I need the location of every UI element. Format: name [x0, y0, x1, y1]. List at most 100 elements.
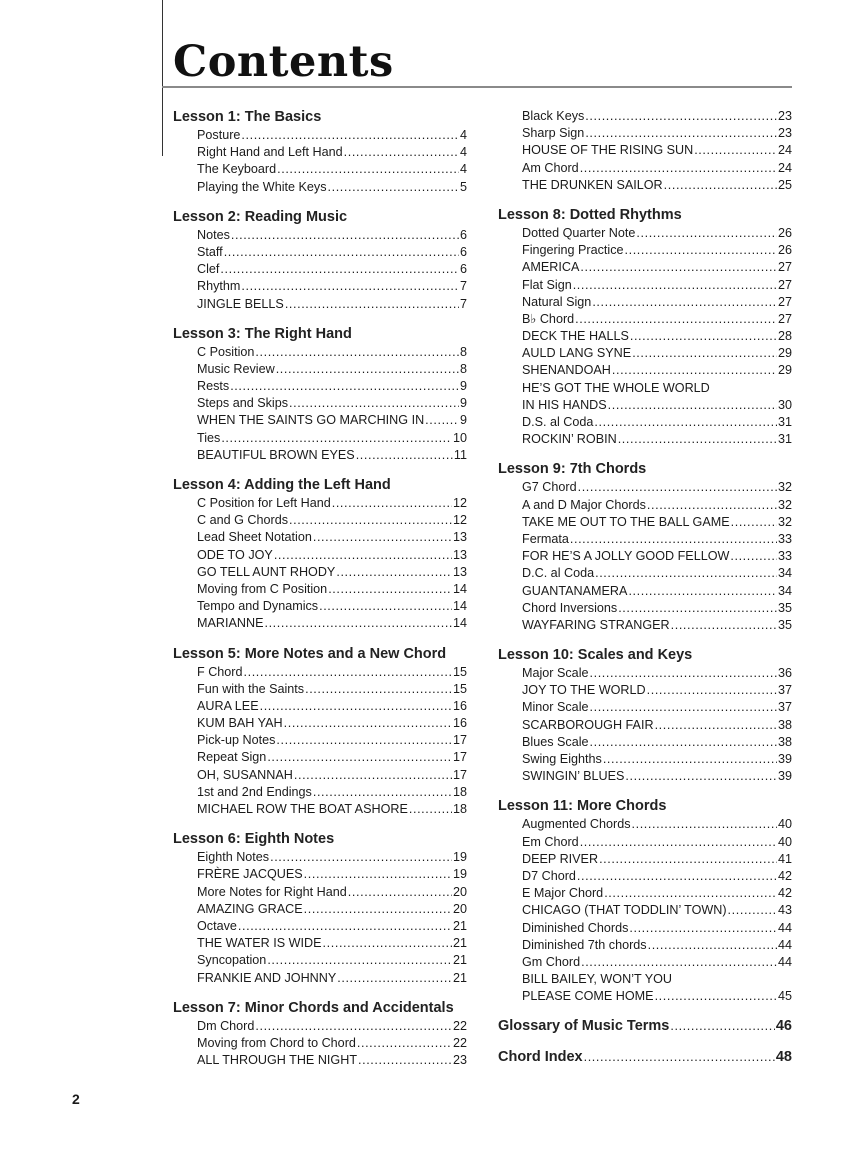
toc-entry[interactable]: Octave 21: [197, 918, 467, 935]
toc-entry[interactable]: G7 Chord 32: [522, 479, 792, 496]
toc-entry[interactable]: Black Keys 23: [522, 108, 792, 125]
toc-entry[interactable]: Notes 6: [197, 227, 467, 244]
toc-entry[interactable]: FRANKIE AND JOHNNY 21: [197, 970, 467, 987]
toc-entry[interactable]: Clef 6: [197, 261, 467, 278]
toc-entry[interactable]: Gm Chord 44: [522, 954, 792, 971]
toc-entry[interactable]: Chord Inversions 35: [522, 600, 792, 617]
toc-entry[interactable]: ROCKIN’ ROBIN 31: [522, 431, 792, 448]
toc-entry[interactable]: DEEP RIVER 41: [522, 851, 792, 868]
toc-entry[interactable]: SHENANDOAH 29: [522, 362, 792, 379]
toc-entry[interactable]: C Position 8: [197, 344, 467, 361]
toc-entry[interactable]: Augmented Chords 40: [522, 816, 792, 833]
toc-entry[interactable]: GUANTANAMERA 34: [522, 583, 792, 600]
toc-entry[interactable]: C and G Chords 12: [197, 512, 467, 529]
toc-entry[interactable]: ODE TO JOY 13: [197, 547, 467, 564]
toc-entry[interactable]: Steps and Skips 9: [197, 395, 467, 412]
toc-entry[interactable]: Am Chord 24: [522, 160, 792, 177]
dot-leader: [630, 328, 777, 345]
toc-entry[interactable]: Right Hand and Left Hand 4: [197, 144, 467, 161]
toc-entry[interactable]: MICHAEL ROW THE BOAT ASHORE 18: [197, 801, 467, 818]
toc-entry[interactable]: FRÈRE JACQUES 19: [197, 866, 467, 883]
entry-title: JINGLE BELLS: [197, 296, 284, 311]
entry-title: Dm Chord: [197, 1018, 255, 1033]
toc-entry[interactable]: AMAZING GRACE 20: [197, 901, 467, 918]
toc-entry[interactable]: Rests 9: [197, 378, 467, 395]
toc-entry[interactable]: 1st and 2nd Endings 18: [197, 784, 467, 801]
dot-leader: [632, 345, 777, 362]
entry-title: Clef: [197, 262, 220, 277]
toc-entry[interactable]: More Notes for Right Hand 20: [197, 884, 467, 901]
toc-entry[interactable]: DECK THE HALLS 28: [522, 328, 792, 345]
toc-entry[interactable]: ALL THROUGH THE NIGHT 23: [197, 1052, 467, 1069]
toc-entry[interactable]: Moving from Chord to Chord 22: [197, 1035, 467, 1052]
toc-entry[interactable]: FOR HE’S A JOLLY GOOD FELLOW 33: [522, 548, 792, 565]
toc-entry[interactable]: Tempo and Dynamics 14: [197, 598, 467, 615]
toc-entry[interactable]: B♭ Chord 27: [522, 311, 792, 328]
entry-page-number: 19: [452, 867, 467, 882]
toc-entry[interactable]: CHICAGO (THAT TODDLIN’ TOWN) 43: [522, 902, 792, 919]
toc-entry[interactable]: D.C. al Coda 34: [522, 565, 792, 582]
toc-entry[interactable]: PLEASE COME HOME 45: [522, 988, 792, 1005]
toc-entry[interactable]: Repeat Sign 17: [197, 749, 467, 766]
toc-entry[interactable]: SWINGIN’ BLUES 39: [522, 768, 792, 785]
toc-entry[interactable]: Posture 4: [197, 127, 467, 144]
heading-title: Chord Index: [498, 1049, 583, 1066]
section-heading[interactable]: Chord Index 48: [498, 1048, 792, 1067]
toc-entry[interactable]: Eighth Notes 19: [197, 849, 467, 866]
toc-entry[interactable]: Dotted Quarter Note 26: [522, 225, 792, 242]
toc-entry[interactable]: Swing Eighths 39: [522, 751, 792, 768]
toc-entry[interactable]: Fermata 33: [522, 531, 792, 548]
toc-entry[interactable]: Minor Scale 37: [522, 699, 792, 716]
toc-entry[interactable]: OH, SUSANNAH 17: [197, 767, 467, 784]
toc-entry[interactable]: Music Review 8: [197, 361, 467, 378]
toc-entry[interactable]: JINGLE BELLS 7: [197, 296, 467, 313]
toc-entry[interactable]: Major Scale 36: [522, 665, 792, 682]
toc-entry[interactable]: Dm Chord 22: [197, 1018, 467, 1035]
entry-page-number: 23: [777, 126, 792, 141]
toc-entry[interactable]: WHEN THE SAINTS GO MARCHING IN 9: [197, 412, 467, 429]
toc-entry[interactable]: Rhythm 7: [197, 278, 467, 295]
toc-entry[interactable]: C Position for Left Hand 12: [197, 495, 467, 512]
toc-entry[interactable]: Diminished 7th chords 44: [522, 937, 792, 954]
toc-entry[interactable]: AURA LEE 16: [197, 698, 467, 715]
toc-entry[interactable]: D7 Chord 42: [522, 868, 792, 885]
toc-entry[interactable]: Em Chord 40: [522, 834, 792, 851]
toc-entry[interactable]: SCARBOROUGH FAIR 38: [522, 717, 792, 734]
toc-entry[interactable]: D.S. al Coda 31: [522, 414, 792, 431]
toc-entry[interactable]: Ties 10: [197, 430, 467, 447]
toc-entry[interactable]: GO TELL AUNT RHODY 13: [197, 564, 467, 581]
toc-entry[interactable]: Natural Sign 27: [522, 294, 792, 311]
toc-entry[interactable]: Syncopation 21: [197, 952, 467, 969]
toc-entry[interactable]: Flat Sign 27: [522, 277, 792, 294]
toc-entry[interactable]: KUM BAH YAH 16: [197, 715, 467, 732]
toc-entry[interactable]: A and D Major Chords 32: [522, 497, 792, 514]
toc-entry[interactable]: Blues Scale 38: [522, 734, 792, 751]
section-heading[interactable]: Glossary of Music Terms 46: [498, 1017, 792, 1036]
toc-entry[interactable]: MARIANNE 14: [197, 615, 467, 632]
toc-entry[interactable]: HOUSE OF THE RISING SUN 24: [522, 142, 792, 159]
toc-entry[interactable]: AULD LANG SYNE 29: [522, 345, 792, 362]
toc-entry[interactable]: Pick-up Notes 17: [197, 732, 467, 749]
toc-entry[interactable]: Staff 6: [197, 244, 467, 261]
toc-entry[interactable]: Moving from C Position 14: [197, 581, 467, 598]
toc-entry[interactable]: JOY TO THE WORLD 37: [522, 682, 792, 699]
toc-entry[interactable]: Sharp Sign 23: [522, 125, 792, 142]
toc-entry[interactable]: Playing the White Keys 5: [197, 179, 467, 196]
heading-page-number: 46: [775, 1018, 792, 1035]
toc-entry[interactable]: E Major Chord 42: [522, 885, 792, 902]
entry-page-number: 27: [777, 277, 792, 292]
toc-entry[interactable]: The Keyboard 4: [197, 161, 467, 178]
toc-entry[interactable]: F Chord 15: [197, 664, 467, 681]
toc-entry[interactable]: Lead Sheet Notation 13: [197, 529, 467, 546]
toc-entry[interactable]: IN HIS HANDS 30: [522, 397, 792, 414]
toc-entry[interactable]: Fun with the Saints 15: [197, 681, 467, 698]
toc-entry[interactable]: THE DRUNKEN SAILOR 25: [522, 177, 792, 194]
entry-page-number: 15: [452, 681, 467, 696]
toc-entry[interactable]: Fingering Practice 26: [522, 242, 792, 259]
toc-entry[interactable]: TAKE ME OUT TO THE BALL GAME 32: [522, 514, 792, 531]
toc-entry[interactable]: THE WATER IS WIDE 21: [197, 935, 467, 952]
toc-entry[interactable]: Diminished Chords 44: [522, 920, 792, 937]
toc-entry[interactable]: BEAUTIFUL BROWN EYES 11: [197, 447, 467, 464]
toc-entry[interactable]: WAYFARING STRANGER 35: [522, 617, 792, 634]
toc-entry[interactable]: AMERICA 27: [522, 259, 792, 276]
